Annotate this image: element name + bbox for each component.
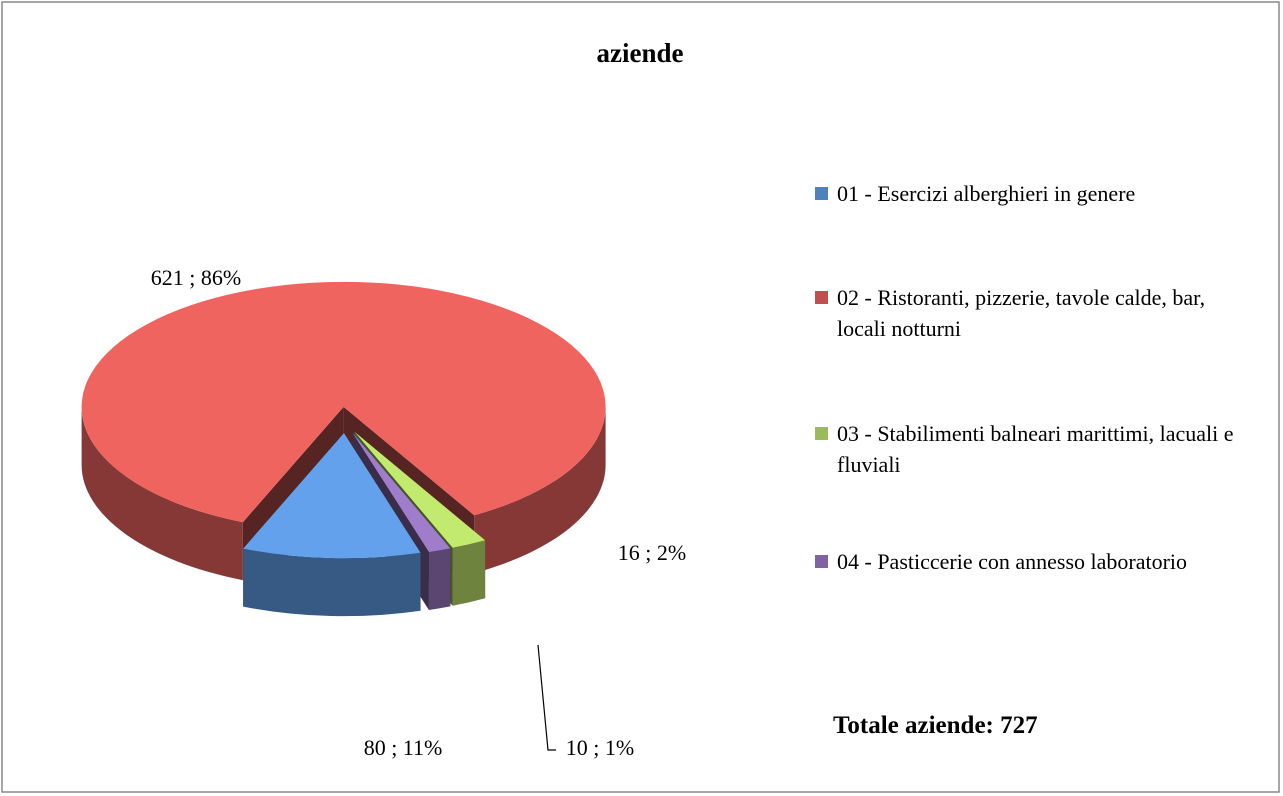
- legend-item: 02 - Ristoranti, pizzerie, tavole calde,…: [815, 282, 1237, 344]
- legend-swatch: [815, 555, 828, 568]
- legend-item: 03 - Stabilimenti balneari marittimi, la…: [815, 418, 1237, 480]
- legend-text: 02 - Ristoranti, pizzerie, tavole calde,…: [837, 285, 1206, 341]
- legend-swatch: [815, 187, 828, 200]
- slice-top: [243, 433, 421, 559]
- slice-side: [81, 406, 243, 581]
- legend-swatch: [815, 427, 828, 440]
- slice-top: [354, 431, 486, 548]
- data-label: 10 ; 1%: [566, 735, 634, 760]
- data-label: 80 ; 11%: [364, 735, 443, 760]
- pie: [81, 281, 606, 617]
- slice-side: [243, 548, 421, 617]
- legend-text: 04 - Pasticcerie con annesso laboratorio: [837, 549, 1188, 574]
- slice-side: [428, 548, 451, 610]
- data-label: 16 ; 2%: [618, 540, 686, 565]
- legend-item: 04 - Pasticcerie con annesso laboratorio: [815, 546, 1237, 577]
- legend-item: 01 - Esercizi alberghieri in genere: [815, 178, 1237, 209]
- legend-text: 01 - Esercizi alberghieri in genere: [837, 181, 1136, 206]
- slice: [243, 433, 421, 617]
- leader-line: [537, 644, 556, 751]
- labels: 80 ; 11% 621 ; 86% 16 ; 2% 10 ; 1%: [151, 265, 686, 760]
- legend-text: 03 - Stabilimenti balneari marittimi, la…: [837, 421, 1234, 477]
- total-annotation: Totale aziende: 727: [833, 712, 1038, 739]
- slice-side: [452, 540, 486, 606]
- data-label: 621 ; 86%: [151, 265, 241, 290]
- legend-swatch: [815, 291, 828, 304]
- slice-side: [474, 406, 606, 574]
- slice-top: [352, 432, 451, 552]
- chart-title: aziende: [597, 38, 684, 68]
- slice-top: [81, 281, 606, 523]
